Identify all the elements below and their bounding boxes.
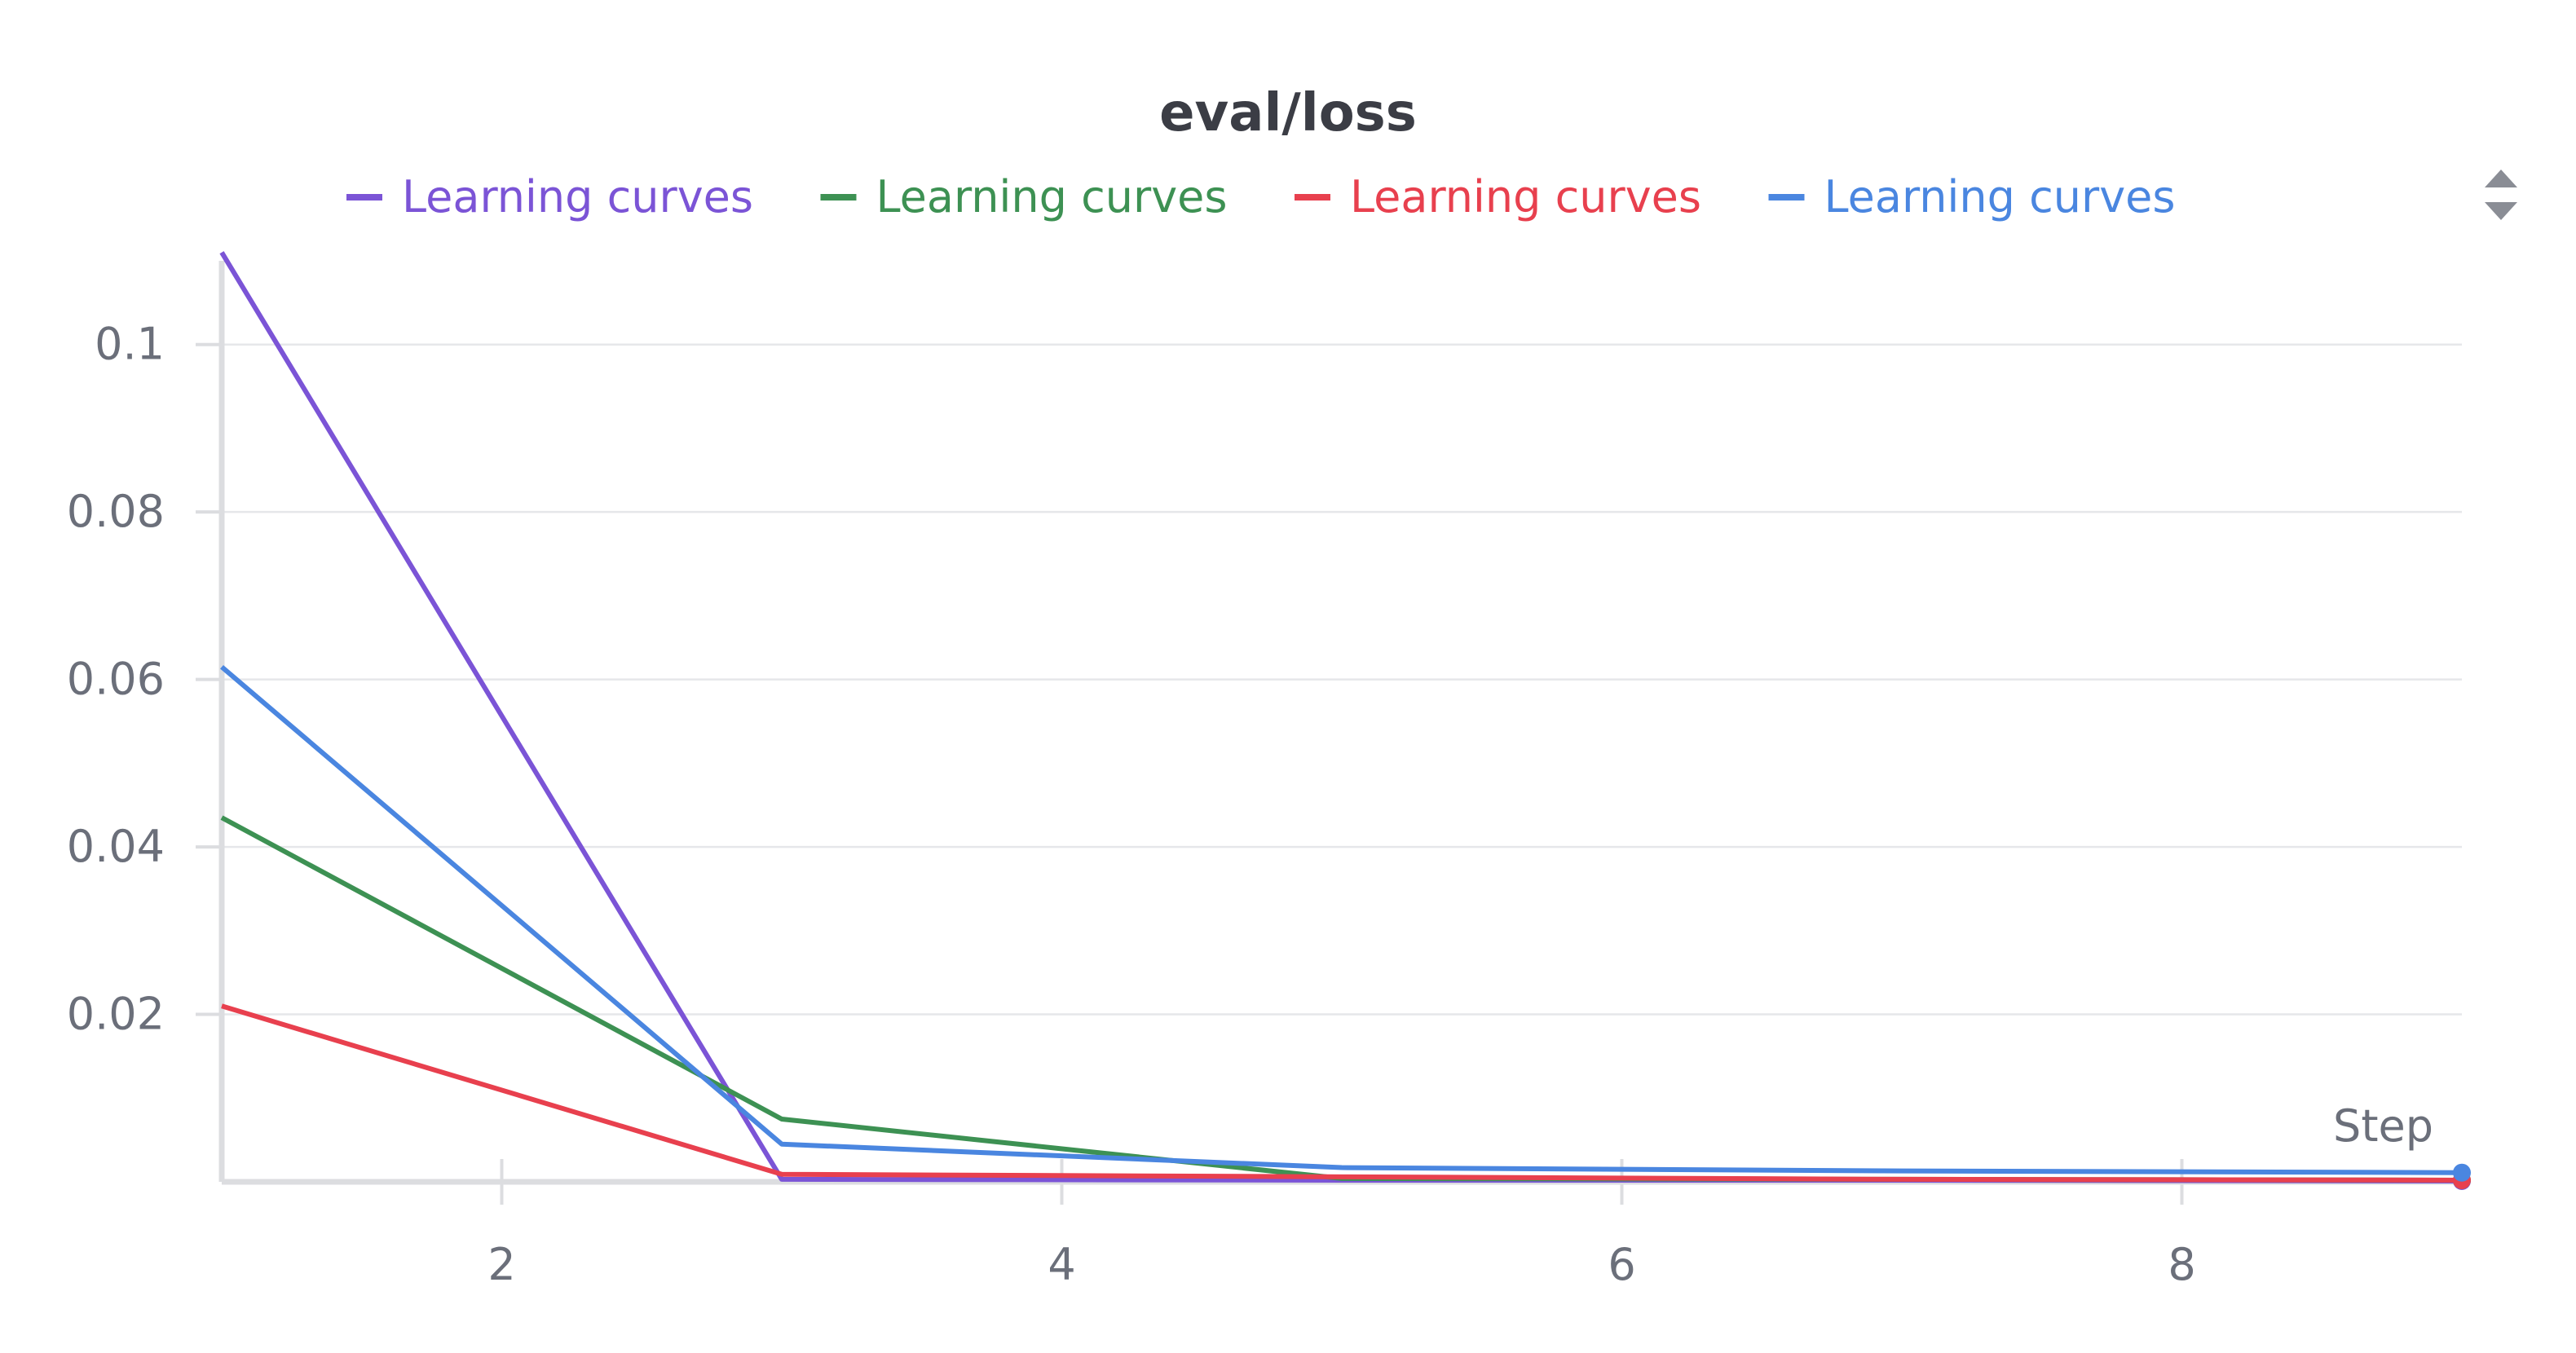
chevron-down-icon[interactable] — [2485, 202, 2517, 220]
legend-label: Learning curves — [1350, 171, 1701, 223]
chart-title: eval/loss — [1159, 83, 1417, 143]
legend-label: Learning curves — [876, 171, 1228, 223]
legend-scroll[interactable] — [2485, 170, 2517, 220]
x-tick-label: 2 — [487, 1239, 515, 1290]
x-axis-ticks: 2 4 6 8 — [487, 1159, 2196, 1290]
legend-label: Learning curves — [1824, 171, 2176, 223]
legend: Learning curves Learning curves Learning c… — [346, 171, 2176, 223]
series-lines — [219, 251, 2471, 1190]
y-tick-label: 0.06 — [67, 654, 165, 705]
chevron-up-icon[interactable] — [2485, 170, 2517, 187]
legend-item[interactable]: Learning curves — [1295, 171, 1701, 223]
y-tick-label: 0.1 — [95, 319, 165, 370]
series-line — [220, 664, 2463, 1175]
legend-item[interactable]: Learning curves — [1768, 171, 2176, 223]
gridlines — [222, 343, 2462, 1016]
series-line — [221, 1003, 2463, 1183]
x-tick-label: 8 — [2168, 1239, 2195, 1290]
x-tick-label: 4 — [1048, 1239, 1075, 1290]
legend-item[interactable]: Learning curves — [820, 171, 1228, 223]
series-line — [219, 251, 2463, 1183]
y-tick-label: 0.08 — [67, 486, 165, 537]
legend-label: Learning curves — [402, 171, 753, 223]
y-tick-label: 0.04 — [67, 821, 165, 872]
y-tick-label: 0.02 — [67, 989, 165, 1040]
x-axis-label: Step — [2333, 1100, 2433, 1152]
x-tick-label: 6 — [1608, 1239, 1635, 1290]
series-end-point — [2453, 1163, 2471, 1182]
y-axis-ticks: 0.02 0.04 0.06 0.08 0.1 — [67, 319, 222, 1040]
legend-item[interactable]: Learning curves — [346, 171, 753, 223]
series-line — [220, 815, 2463, 1183]
